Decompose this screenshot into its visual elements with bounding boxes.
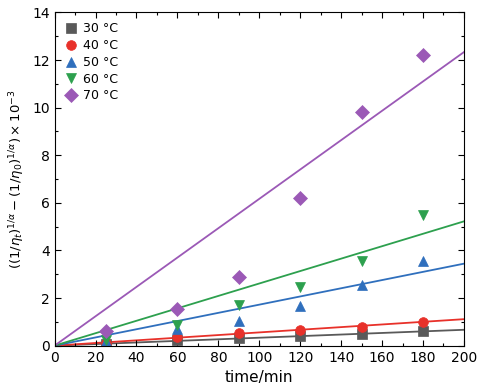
60 °C [297,285,303,290]
50 °C [103,339,109,344]
70 °C [175,307,181,311]
Line: 70 °C: 70 °C [101,51,428,336]
30 °C [420,329,426,334]
70 °C [103,329,109,334]
60 °C [236,303,242,308]
40 °C [103,341,109,346]
50 °C [175,327,181,332]
40 °C [236,331,242,336]
50 °C [420,259,426,263]
50 °C [236,318,242,323]
50 °C [359,283,364,287]
X-axis label: time/min: time/min [225,370,293,385]
60 °C [103,338,109,342]
40 °C [359,324,364,329]
70 °C [297,196,303,200]
30 °C [236,336,242,341]
60 °C [359,259,364,263]
70 °C [236,274,242,279]
70 °C [359,110,364,115]
Line: 30 °C: 30 °C [101,327,428,349]
Line: 40 °C: 40 °C [101,317,428,348]
50 °C [297,304,303,309]
60 °C [175,323,181,328]
70 °C [420,53,426,58]
30 °C [359,331,364,336]
40 °C [297,328,303,332]
Line: 50 °C: 50 °C [101,256,428,346]
40 °C [420,319,426,324]
30 °C [297,333,303,338]
Line: 60 °C: 60 °C [101,210,428,345]
30 °C [103,341,109,346]
60 °C [420,212,426,217]
Y-axis label: $((1/\eta_t)^{1/\alpha}-(1/\eta_0)^{1/\alpha})\times10^{-3}$: $((1/\eta_t)^{1/\alpha}-(1/\eta_0)^{1/\a… [7,89,27,269]
40 °C [175,334,181,339]
Legend: 30 °C, 40 °C, 50 °C, 60 °C, 70 °C: 30 °C, 40 °C, 50 °C, 60 °C, 70 °C [61,19,122,106]
30 °C [175,338,181,343]
